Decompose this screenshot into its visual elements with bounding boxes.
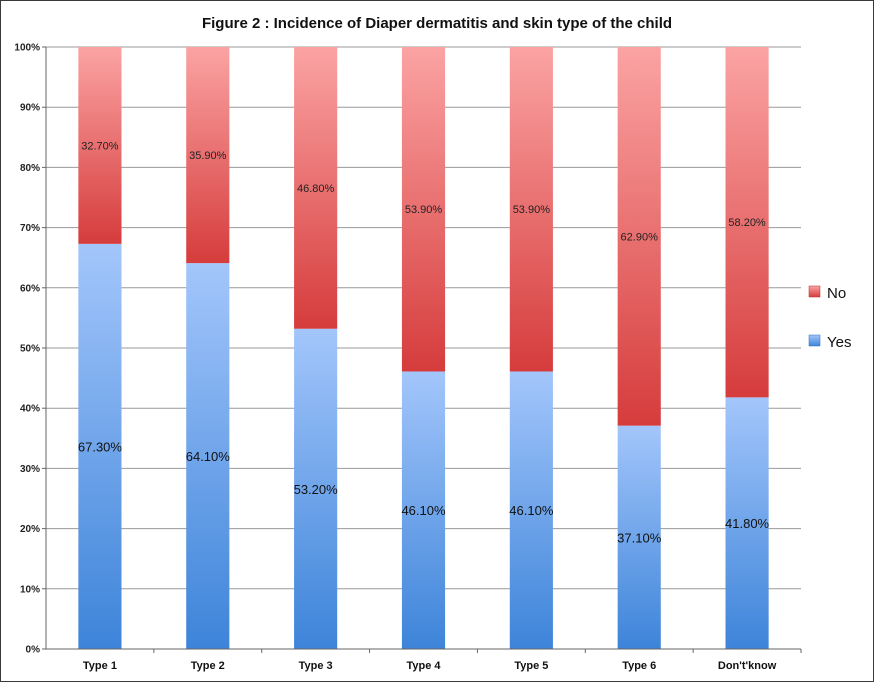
y-tick-label: 50%: [20, 344, 40, 355]
bar-no: [294, 47, 338, 329]
x-tick-label: Don't'know: [718, 660, 777, 672]
y-tick-label: 30%: [20, 464, 40, 475]
data-label-yes: 37.10%: [617, 530, 662, 545]
data-label-no: 35.90%: [189, 150, 227, 162]
chart-title: Figure 2 : Incidence of Diaper dermatiti…: [202, 15, 672, 32]
x-tick-label: Type 5: [514, 660, 548, 672]
bars: 67.30% 32.70% 64.10% 35.90% 53.20% 46.80% 46.1…: [78, 47, 770, 649]
x-tick-label: Type 1: [83, 660, 117, 672]
bar-no: [617, 47, 661, 426]
y-tick-label: 20%: [20, 524, 40, 535]
bar-yes: [509, 371, 553, 649]
y-axis-ticks: 0% 10% 20% 30% 40% 50% 60% 70% 80% 90% 100%: [14, 43, 46, 656]
data-label-no: 46.80%: [297, 183, 335, 195]
x-tick-label: Type 4: [406, 660, 441, 672]
bar-yes: [617, 425, 661, 649]
x-axis-ticks: Type 1 Type 2 Type 3 Type 4 Type 5 Type 6 Don'…: [83, 649, 802, 672]
y-tick-label: 0%: [26, 645, 41, 656]
y-tick-label: 70%: [20, 223, 40, 234]
y-tick-label: 90%: [20, 103, 40, 114]
legend-swatch-yes: [808, 334, 821, 347]
legend: No Yes: [808, 285, 851, 351]
data-label-no: 62.90%: [621, 231, 659, 243]
bar-yes: [401, 371, 446, 649]
data-label-yes: 46.10%: [401, 503, 446, 518]
bar-yes: [78, 243, 122, 649]
y-tick-label: 10%: [20, 584, 40, 595]
bar-yes: [725, 397, 769, 649]
y-tick-label: 40%: [20, 404, 40, 415]
bar-no: [509, 47, 553, 372]
legend-label-yes: Yes: [827, 334, 851, 351]
data-label-no: 58.20%: [728, 217, 766, 229]
bar-no: [725, 47, 769, 398]
data-label-yes: 64.10%: [186, 449, 231, 464]
data-label-yes: 53.20%: [294, 482, 339, 497]
y-tick-label: 100%: [14, 43, 40, 54]
data-label-no: 32.70%: [81, 140, 119, 152]
legend-label-no: No: [827, 285, 846, 302]
data-label-yes: 67.30%: [78, 439, 123, 454]
data-label-no: 53.90%: [405, 204, 443, 216]
bar-yes: [186, 263, 230, 649]
x-tick-label: Type 2: [191, 660, 225, 672]
bar-no: [78, 47, 122, 244]
bar-yes: [294, 328, 338, 649]
data-label-yes: 46.10%: [509, 503, 554, 518]
data-label-yes: 41.80%: [725, 516, 770, 531]
bar-no: [401, 47, 446, 372]
legend-swatch-no: [808, 285, 821, 298]
x-tick-label: Type 6: [622, 660, 656, 672]
y-tick-label: 80%: [20, 163, 40, 174]
bar-no: [186, 47, 230, 264]
y-tick-label: 60%: [20, 283, 40, 294]
x-tick-label: Type 3: [299, 660, 333, 672]
data-label-no: 53.90%: [513, 204, 551, 216]
